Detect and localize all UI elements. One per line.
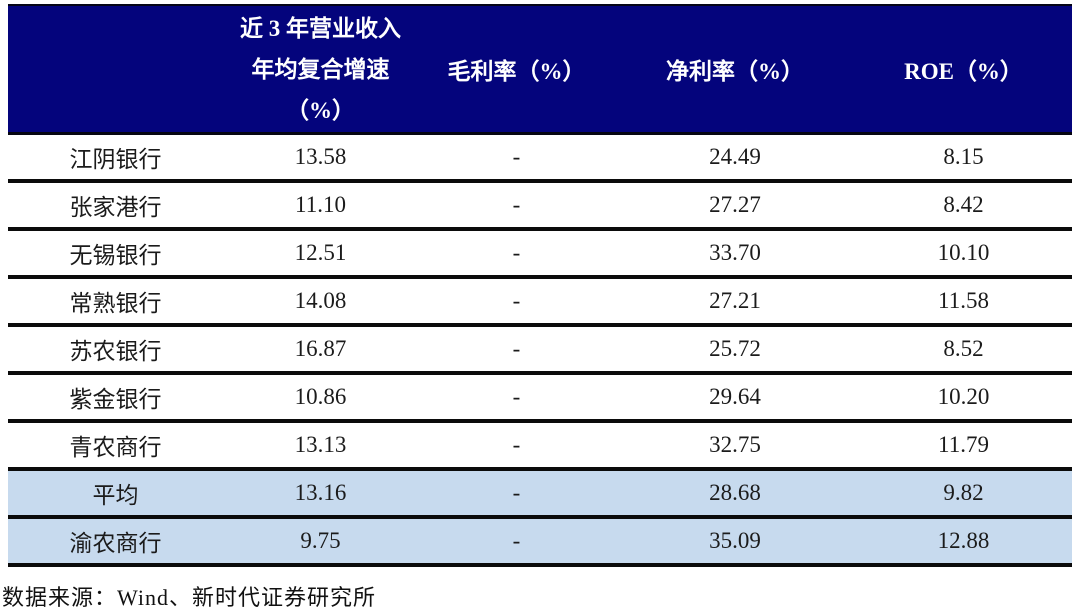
table-row: 青农商行 13.13 - 32.75 11.79: [8, 423, 1072, 471]
revenue-cagr-cell: 11.10: [295, 192, 346, 217]
roe-cell: 8.52: [943, 336, 984, 361]
net-margin-cell: 35.09: [709, 528, 761, 553]
table-row: 无锡银行 12.51 - 33.70 10.10: [8, 231, 1072, 279]
net-margin-cell: 29.64: [709, 384, 761, 409]
revenue-cagr-cell: 10.86: [294, 384, 347, 409]
gross-margin-cell: -: [512, 144, 521, 169]
roe-cell: 10.10: [937, 240, 990, 265]
table-row: 紫金银行 10.86 - 29.64 10.20: [8, 375, 1072, 423]
header-revenue-cagr-line3: （%）: [286, 97, 355, 123]
roe-cell: 8.15: [943, 144, 984, 169]
net-margin-cell: 24.49: [709, 144, 761, 169]
roe-cell: 12.88: [937, 528, 990, 553]
revenue-cagr-cell: 13.58: [294, 144, 347, 169]
table-row: 平均 13.16 - 28.68 9.82: [8, 471, 1072, 519]
bank-name-cell: 常熟银行: [69, 291, 162, 316]
gross-margin-cell: -: [512, 528, 521, 553]
table-row: 苏农银行 16.87 - 25.72 8.52: [8, 327, 1072, 375]
bank-name-cell: 渝农商行: [69, 531, 162, 556]
gross-margin-cell: -: [512, 384, 521, 409]
net-margin-cell: 27.21: [709, 288, 761, 313]
net-margin-cell: 32.75: [709, 432, 761, 457]
header-net-margin: 净利率（%）: [666, 59, 804, 84]
financial-metrics-table: 近 3 年营业收入 年均复合增速 （%） 毛利率（%） 净利率（%） ROE（%…: [8, 4, 1072, 567]
net-margin-cell: 33.70: [709, 240, 761, 265]
gross-margin-cell: -: [512, 288, 521, 313]
header-revenue-cagr-line2: 年均复合增速: [251, 56, 390, 82]
bank-name-cell: 平均: [92, 483, 139, 508]
table-row: 张家港行 11.10 - 27.27 8.42: [8, 183, 1072, 231]
revenue-cagr-cell: 13.13: [294, 432, 347, 457]
net-margin-cell: 25.72: [709, 336, 761, 361]
revenue-cagr-cell: 14.08: [294, 288, 347, 313]
bank-name-cell: 紫金银行: [69, 387, 162, 412]
revenue-cagr-cell: 16.87: [294, 336, 347, 361]
header-gross-margin: 毛利率（%）: [447, 59, 586, 84]
header-revenue-cagr: 近 3 年营业收入 年均复合增速 （%）: [223, 6, 418, 132]
gross-margin-cell: -: [512, 480, 521, 505]
header-bank-name: [8, 6, 223, 132]
header-roe: ROE（%）: [904, 59, 1023, 84]
bank-name-cell: 苏农银行: [69, 339, 162, 364]
gross-margin-cell: -: [512, 240, 521, 265]
roe-cell: 8.42: [943, 192, 984, 217]
bank-name-cell: 江阴银行: [69, 147, 162, 172]
revenue-cagr-cell: 9.75: [300, 528, 341, 553]
data-source-note: 数据来源：Wind、新时代证券研究所: [2, 585, 376, 610]
table-row: 渝农商行 9.75 - 35.09 12.88: [8, 519, 1072, 567]
gross-margin-cell: -: [512, 192, 521, 217]
revenue-cagr-cell: 12.51: [294, 240, 347, 265]
net-margin-cell: 28.68: [709, 480, 761, 505]
revenue-cagr-cell: 13.16: [294, 480, 347, 505]
table-row: 江阴银行 13.58 - 24.49 8.15: [8, 135, 1072, 183]
bank-name-cell: 无锡银行: [69, 243, 162, 268]
roe-cell: 11.79: [938, 432, 989, 457]
table-header-row: 近 3 年营业收入 年均复合增速 （%） 毛利率（%） 净利率（%） ROE（%…: [8, 4, 1072, 135]
bank-name-cell: 张家港行: [69, 195, 162, 220]
bank-name-cell: 青农商行: [69, 435, 162, 460]
roe-cell: 11.58: [938, 288, 989, 313]
header-revenue-cagr-line1: 近 3 年营业收入: [240, 15, 401, 41]
roe-cell: 10.20: [937, 384, 990, 409]
gross-margin-cell: -: [512, 336, 521, 361]
table-body: 江阴银行 13.58 - 24.49 8.15 张家港行 11.10 - 27.…: [8, 135, 1072, 567]
net-margin-cell: 27.27: [709, 192, 761, 217]
gross-margin-cell: -: [512, 432, 521, 457]
table-row: 常熟银行 14.08 - 27.21 11.58: [8, 279, 1072, 327]
roe-cell: 9.82: [943, 480, 984, 505]
